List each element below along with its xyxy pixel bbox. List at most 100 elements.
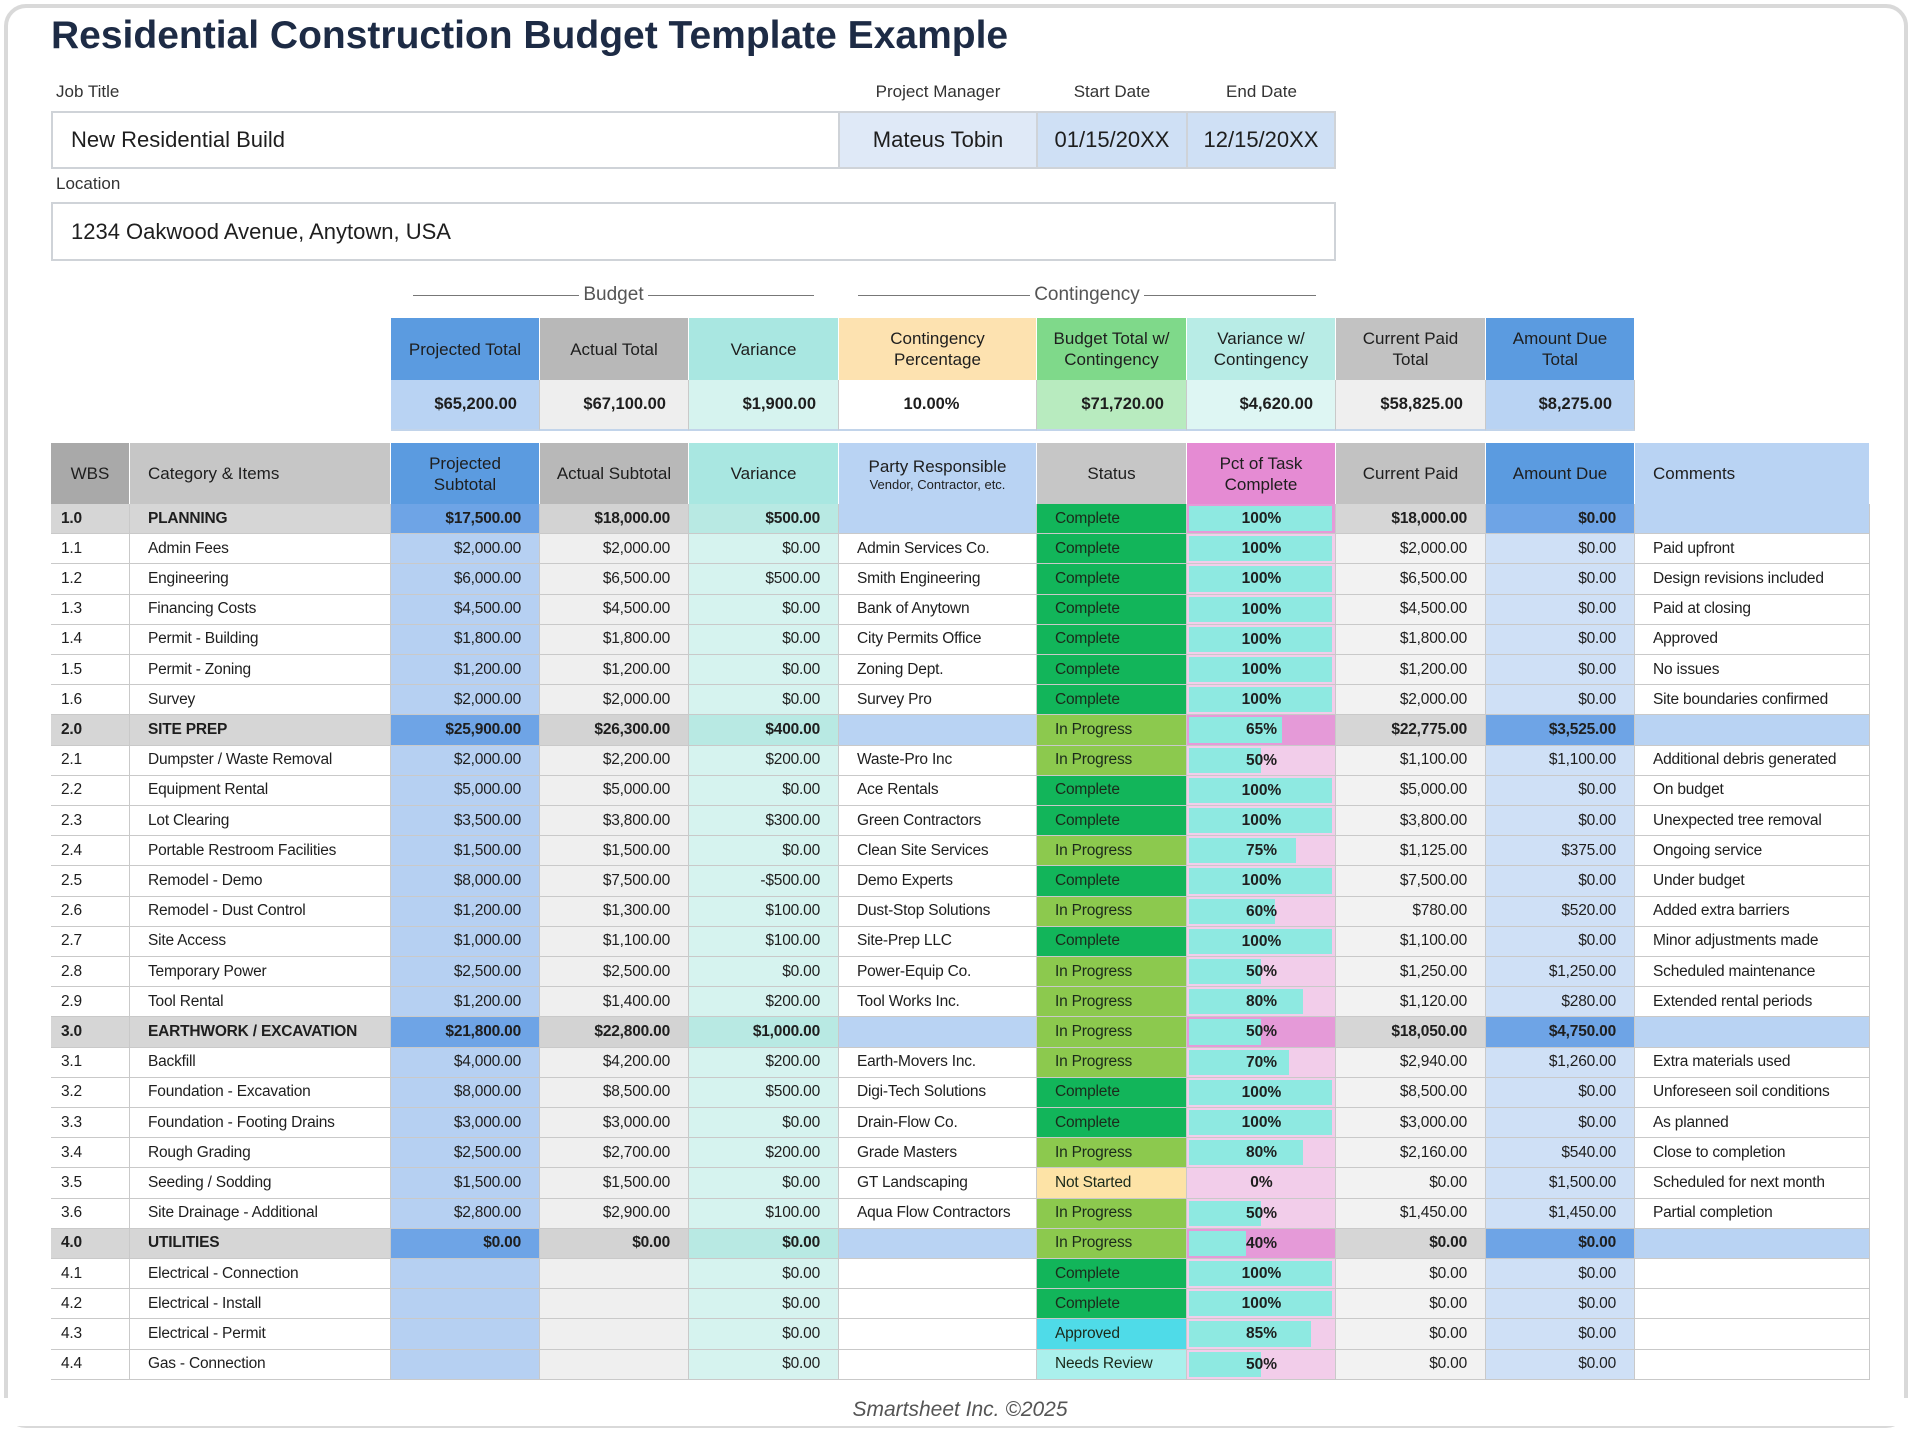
status-cell: Complete	[1037, 655, 1187, 686]
table-cell: $0.00	[1486, 866, 1635, 897]
pct-cell: 50%	[1187, 1349, 1336, 1380]
table-cell: $0.00	[1336, 1349, 1486, 1380]
table-cell: $2,800.00	[391, 1198, 540, 1229]
table-cell: $7,500.00	[540, 866, 689, 897]
table-cell: $1,500.00	[391, 836, 540, 867]
table-cell: $2,000.00	[391, 745, 540, 776]
table-header-text: Actual Subtotal	[556, 464, 672, 483]
summary-value: $67,100.00	[540, 380, 689, 431]
summary-header: Budget Total w/ Contingency	[1037, 318, 1187, 380]
table-cell: $4,750.00	[1486, 1017, 1635, 1048]
table-cell: 2.7	[51, 926, 130, 957]
table-cell: $0.00	[1486, 1077, 1635, 1108]
pct-bar	[1189, 657, 1332, 683]
table-cell: Survey	[130, 685, 391, 716]
table-cell: $2,000.00	[1336, 534, 1486, 565]
pct-cell: 100%	[1187, 775, 1336, 806]
table-cell: Gas - Connection	[130, 1349, 391, 1380]
pct-bar	[1189, 536, 1332, 562]
table-cell: $1,100.00	[1486, 745, 1635, 776]
status-cell: Complete	[1037, 1077, 1187, 1108]
table-cell: $3,500.00	[391, 806, 540, 837]
table-cell: $2,940.00	[1336, 1047, 1486, 1078]
table-cell: Close to completion	[1635, 1138, 1870, 1169]
table-cell	[540, 1349, 689, 1380]
status-cell: Complete	[1037, 624, 1187, 655]
table-cell: $1,450.00	[1336, 1198, 1486, 1229]
table-cell: $500.00	[689, 1077, 839, 1108]
pct-bar	[1189, 1110, 1332, 1136]
pct-bar	[1189, 898, 1275, 924]
table-cell: $4,500.00	[391, 594, 540, 625]
table-cell: UTILITIES	[130, 1228, 391, 1259]
table-cell: $0.00	[1486, 1228, 1635, 1259]
pct-text: 85%	[1245, 1325, 1278, 1343]
table-cell: $500.00	[689, 504, 839, 535]
table-cell: $2,200.00	[540, 745, 689, 776]
pct-cell: 100%	[1187, 806, 1336, 837]
table-cell: $0.00	[689, 685, 839, 716]
table-cell: Minor adjustments made	[1635, 926, 1870, 957]
table-cell: Green Contractors	[839, 806, 1037, 837]
table-header: Category & Items	[130, 443, 391, 504]
pct-cell: 80%	[1187, 1138, 1336, 1169]
table-header-text: Status	[1087, 464, 1136, 483]
table-cell: Electrical - Install	[130, 1289, 391, 1320]
table-cell	[540, 1319, 689, 1350]
pct-text: 100%	[1241, 932, 1282, 950]
table-cell: Demo Experts	[839, 866, 1037, 897]
table-cell: $0.00	[1336, 1228, 1486, 1259]
table-cell: $2,160.00	[1336, 1138, 1486, 1169]
table-cell: $1,400.00	[540, 987, 689, 1018]
table-cell: $26,300.00	[540, 715, 689, 746]
status-cell: Complete	[1037, 775, 1187, 806]
pct-bar	[1189, 1140, 1304, 1166]
status-cell: Complete	[1037, 1259, 1187, 1290]
table-cell: $540.00	[1486, 1138, 1635, 1169]
pct-cell: 100%	[1187, 594, 1336, 625]
table-cell: Site boundaries confirmed	[1635, 685, 1870, 716]
table-cell: $6,500.00	[1336, 564, 1486, 595]
table-cell: Smith Engineering	[839, 564, 1037, 595]
table-cell: $2,000.00	[391, 685, 540, 716]
table-cell	[391, 1259, 540, 1290]
table-header-note: Vendor, Contractor, etc.	[869, 476, 1006, 492]
pct-text: 50%	[1245, 1355, 1278, 1373]
table-cell: $200.00	[689, 987, 839, 1018]
table-cell: 4.4	[51, 1349, 130, 1380]
field: 1234 Oakwood Avenue, Anytown, USA	[51, 202, 1336, 261]
table-cell	[839, 1289, 1037, 1320]
table-cell: $300.00	[689, 806, 839, 837]
table-header: Current Paid	[1336, 443, 1486, 504]
label: End Date	[1226, 82, 1297, 101]
table-cell: Unexpected tree removal	[1635, 806, 1870, 837]
table-cell: 3.3	[51, 1108, 130, 1139]
table-cell: $2,000.00	[391, 534, 540, 565]
table-cell: $4,000.00	[391, 1047, 540, 1078]
pct-bar	[1189, 1261, 1332, 1287]
table-cell: $2,900.00	[540, 1198, 689, 1229]
table-cell: $0.00	[540, 1228, 689, 1259]
pct-text: 65%	[1245, 721, 1278, 739]
table-cell: $0.00	[689, 655, 839, 686]
table-cell: Backfill	[130, 1047, 391, 1078]
pct-bar	[1189, 717, 1282, 743]
pct-cell: 50%	[1187, 745, 1336, 776]
table-cell: Foundation - Excavation	[130, 1077, 391, 1108]
table-cell: $0.00	[689, 957, 839, 988]
status-cell: In Progress	[1037, 1198, 1187, 1229]
table-cell: $4,500.00	[1336, 594, 1486, 625]
table-cell: Tool Rental	[130, 987, 391, 1018]
table-cell: $1,250.00	[1336, 957, 1486, 988]
table-cell: $0.00	[689, 594, 839, 625]
table-cell: $1,500.00	[1486, 1168, 1635, 1199]
status-cell: Complete	[1037, 1289, 1187, 1320]
table-cell: $0.00	[1336, 1319, 1486, 1350]
table-cell: $200.00	[689, 1138, 839, 1169]
table-cell: $0.00	[689, 775, 839, 806]
window-frame	[4, 4, 1908, 1428]
table-cell: $400.00	[689, 715, 839, 746]
table-cell: $25,900.00	[391, 715, 540, 746]
table-cell: $0.00	[1486, 926, 1635, 957]
